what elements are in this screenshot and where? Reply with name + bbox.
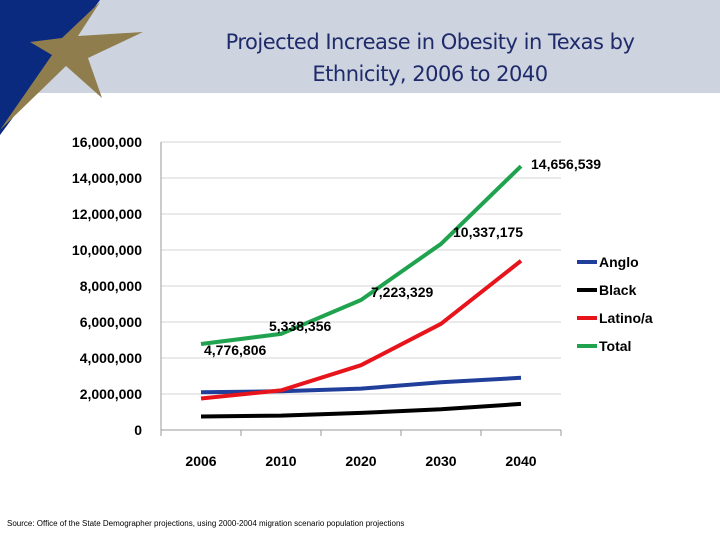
y-tick-label: 16,000,000 [72,134,142,150]
y-tick-label: 14,000,000 [72,170,142,186]
title-banner [0,0,720,93]
data-label: 14,656,539 [531,156,601,172]
title-line-2: Ethnicity, 2006 to 2040 [312,62,548,86]
data-label: 5,338,356 [269,318,331,334]
y-tick-label: 6,000,000 [80,314,142,330]
x-tick-label: 2040 [505,453,536,469]
legend-label: Anglo [599,254,639,270]
y-tick-label: 10,000,000 [72,242,142,258]
series-line-latinoa [200,259,523,401]
x-tick-label: 2006 [185,453,216,469]
data-label: 4,776,806 [204,342,266,358]
y-tick-label: 4,000,000 [80,350,142,366]
data-label: 7,223,329 [371,284,433,300]
data-label: 10,337,175 [453,224,523,240]
source-note: Source: Office of the State Demographer … [7,519,405,528]
legend-label: Latino/a [599,310,653,326]
legend-label: Black [599,282,637,298]
page-title: Projected Increase in Obesity in Texas b… [150,26,710,90]
x-tick-label: 2020 [345,453,376,469]
series-line-black [200,401,522,419]
y-tick-label: 12,000,000 [72,206,142,222]
series-line-anglo [200,375,522,395]
y-tick-label: 0 [134,422,142,438]
y-tick-label: 8,000,000 [80,278,142,294]
legend-label: Total [599,338,631,354]
y-tick-label: 2,000,000 [80,386,142,402]
series-line-total [200,164,523,347]
title-line-1: Projected Increase in Obesity in Texas b… [225,30,635,54]
x-tick-label: 2030 [425,453,456,469]
star-logo [0,0,143,135]
x-tick-label: 2010 [265,453,296,469]
